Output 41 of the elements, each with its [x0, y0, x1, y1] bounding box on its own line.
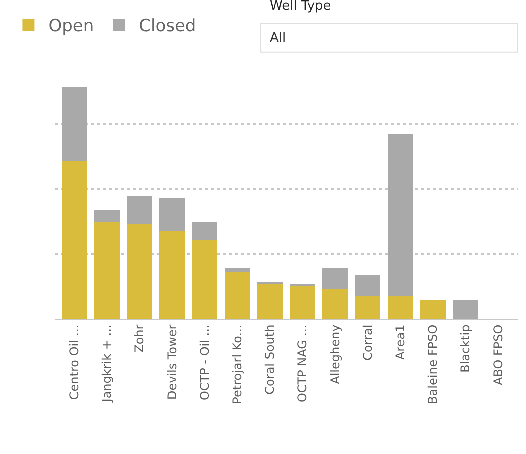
bar [62, 162, 88, 319]
bar [127, 196, 152, 224]
legend-label: Open [48, 16, 94, 37]
bar [355, 275, 381, 296]
bar [290, 286, 316, 319]
bar [322, 288, 348, 319]
bar [127, 224, 152, 319]
x-tick-label: Coral South [263, 324, 278, 395]
text: All [270, 31, 286, 46]
bar [388, 134, 414, 296]
bar [192, 240, 218, 319]
x-tick-label: Baleine FPSO [426, 324, 440, 404]
bar [322, 268, 348, 289]
bar [453, 300, 479, 319]
x-tick-label: OCTP NAG ... [296, 324, 310, 403]
bar [257, 284, 283, 319]
x-tick-label: OCTP - Oil ... [198, 324, 212, 401]
bar [62, 88, 88, 162]
x-tick-label: Zohr [132, 324, 147, 353]
bar [224, 268, 250, 273]
x-tick-label: Petrojarl Ko... [230, 324, 244, 404]
x-tick-label: Devils Tower [165, 324, 180, 400]
bar [224, 272, 250, 319]
x-tick-label: Centro Oil ... [67, 324, 82, 400]
x-tick-label: Blacktip [458, 324, 473, 373]
bar [94, 222, 120, 319]
text: Well Type [270, 0, 332, 14]
bar [160, 231, 186, 319]
bar [257, 282, 283, 284]
bar [420, 300, 446, 319]
bar [94, 210, 120, 222]
bar [355, 296, 381, 319]
bar [192, 222, 218, 240]
x-tick-label: Corral [360, 324, 375, 361]
legend-label: Closed [139, 16, 196, 37]
x-tick-label: ABO FPSO [491, 324, 506, 386]
bar [160, 198, 186, 232]
x-tick-label: Jangkrik + ... [100, 324, 114, 404]
x-tick-label: Area1 [394, 324, 408, 360]
bar [388, 296, 414, 319]
x-tick-label: Allegheny [328, 324, 342, 384]
